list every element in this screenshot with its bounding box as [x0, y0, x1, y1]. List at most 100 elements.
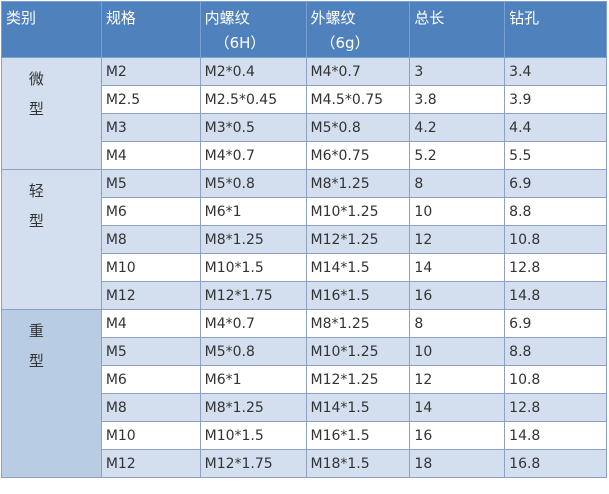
column-header: 总长 [409, 1, 506, 58]
header-row: 类别 规格 内螺纹 （6H） 外螺纹 （6g） 总长 钻孔 [1, 1, 607, 58]
table-row: M3 M3*0.5 M5*0.8 4.2 4.4 [2, 113, 607, 142]
table-row: 轻型 M5 M5*0.8 M8*1.25 8 6.9 [1, 169, 607, 310]
table-cell: 14.8 [504, 421, 607, 450]
table-cell: M6*1 [199, 197, 307, 226]
table-cell: 8 [409, 309, 506, 338]
table-cell: 14.8 [504, 281, 607, 310]
table-cell: 8.8 [504, 197, 607, 226]
table-cell: 18 [409, 449, 506, 478]
table-cell: 14 [409, 253, 506, 282]
table-cell: M14*1.5 [305, 253, 411, 282]
table-row: 重型 M4 M4*0.7 M8*1.25 8 6.9 [1, 309, 607, 478]
table-cell: 4.2 [409, 113, 506, 142]
table-cell: M5*0.8 [199, 337, 307, 366]
table-cell: 8 [409, 169, 506, 198]
table-cell: M8*1.25 [199, 225, 307, 254]
table-cell: M8 [100, 393, 201, 422]
table-cell: M2.5 [100, 85, 201, 114]
table-cell: M12 [100, 281, 201, 310]
table-row: M4 M4*0.7 M6*0.75 5.2 5.5 [2, 141, 607, 170]
category-cell: 微型 [1, 57, 102, 170]
table-cell: M3 [100, 113, 201, 142]
table-cell: M6*0.75 [305, 141, 411, 170]
table-cell: 5.2 [409, 141, 506, 170]
table-cell: 12 [409, 225, 506, 254]
table-cell: 14 [409, 393, 506, 422]
table-cell: M10*1.25 [305, 197, 411, 226]
table-cell: 10.8 [504, 365, 607, 394]
screw-spec-table: 类别 规格 内螺纹 （6H） 外螺纹 （6g） 总长 钻孔 微型 M2 M2*0.4 M4*0.7 3… [1, 1, 607, 478]
header-label: 类别 [6, 9, 37, 27]
table-row: M10 M10*1.5 M14*1.5 14 12.8 [2, 253, 607, 282]
table-row: M10 M10*1.5 M16*1.5 16 14.8 [2, 421, 607, 450]
table-cell: M10*1.5 [199, 421, 307, 450]
table-cell: M6*1 [199, 365, 307, 394]
category-char: 型 [28, 352, 44, 370]
header-label: 钻孔 [509, 9, 540, 27]
table-cell: 3 [409, 57, 506, 86]
table-cell: M16*1.5 [305, 281, 411, 310]
table-cell: M2*0.4 [199, 57, 307, 86]
table-cell: M12*1.75 [199, 281, 307, 310]
table-cell: M8*1.25 [199, 393, 307, 422]
table-cell: 10 [409, 197, 506, 226]
table-cell: 6.9 [504, 309, 607, 338]
table-cell: M8*1.25 [305, 309, 411, 338]
column-header: 规格 [100, 1, 201, 58]
table-cell: M4.5*0.75 [305, 85, 411, 114]
table-row: M12 M12*1.75 M16*1.5 16 14.8 [2, 281, 607, 310]
category-char: 微 [28, 70, 44, 88]
table-cell: M5 [100, 337, 201, 366]
table-cell: M4*0.7 [199, 309, 307, 338]
table-cell: M12*1.25 [305, 225, 411, 254]
table-row: M8 M8*1.25 M14*1.5 14 12.8 [2, 393, 607, 422]
table-cell: 10.8 [504, 225, 607, 254]
table-cell: 16 [409, 281, 506, 310]
table-cell: M5 [100, 169, 201, 198]
table-cell: M12 [100, 449, 201, 478]
category-char: 型 [28, 212, 44, 230]
column-header: 类别 [1, 1, 102, 58]
column-header: 内螺纹 （6H） [199, 1, 307, 58]
table-cell: M2.5*0.45 [199, 85, 307, 114]
column-header: 外螺纹 （6g） [305, 1, 411, 58]
table-cell: M10*1.5 [199, 253, 307, 282]
table-cell: M4*0.7 [199, 141, 307, 170]
table-cell: 5.5 [504, 141, 607, 170]
table-cell: 16 [409, 421, 506, 450]
table-cell: 3.8 [409, 85, 506, 114]
table-cell: 3.9 [504, 85, 607, 114]
table-cell: M14*1.5 [305, 393, 411, 422]
header-label: 内螺纹 [204, 9, 250, 27]
table-cell: M6 [100, 365, 201, 394]
table-cell: 3.4 [504, 57, 607, 86]
category-cell: 重型 [1, 309, 102, 478]
table-cell: M12*1.75 [199, 449, 307, 478]
table-cell: M18*1.5 [305, 449, 411, 478]
table-cell: M5*0.8 [199, 169, 307, 198]
table-cell: 12 [409, 365, 506, 394]
table-cell: M4 [100, 309, 201, 338]
table-row: M5 M5*0.8 M10*1.25 10 8.8 [2, 337, 607, 366]
table-row: 微型 M2 M2*0.4 M4*0.7 3 3.4 [1, 57, 607, 170]
table-cell: M10 [100, 253, 201, 282]
header-label: 外螺纹 [310, 9, 356, 27]
table-cell: 12.8 [504, 393, 607, 422]
table-cell: M8*1.25 [305, 169, 411, 198]
table-cell: 4.4 [504, 113, 607, 142]
table-cell: M12*1.25 [305, 365, 411, 394]
table-cell: 16.8 [504, 449, 607, 478]
table-cell: 6.9 [504, 169, 607, 198]
header-sublabel: （6H） [214, 34, 266, 52]
table-cell: 8.8 [504, 337, 607, 366]
table-cell: M2 [100, 57, 201, 86]
table-cell: 10 [409, 337, 506, 366]
table-row: M12 M12*1.75 M18*1.5 18 16.8 [2, 449, 607, 478]
category-char: 轻 [28, 182, 44, 200]
table-row: M2.5 M2.5*0.45 M4.5*0.75 3.8 3.9 [2, 85, 607, 114]
table-row: M6 M6*1 M10*1.25 10 8.8 [2, 197, 607, 226]
table-cell: M3*0.5 [199, 113, 307, 142]
column-header: 钻孔 [504, 1, 607, 58]
table-cell: M4 [100, 141, 201, 170]
header-label: 总长 [414, 9, 445, 27]
